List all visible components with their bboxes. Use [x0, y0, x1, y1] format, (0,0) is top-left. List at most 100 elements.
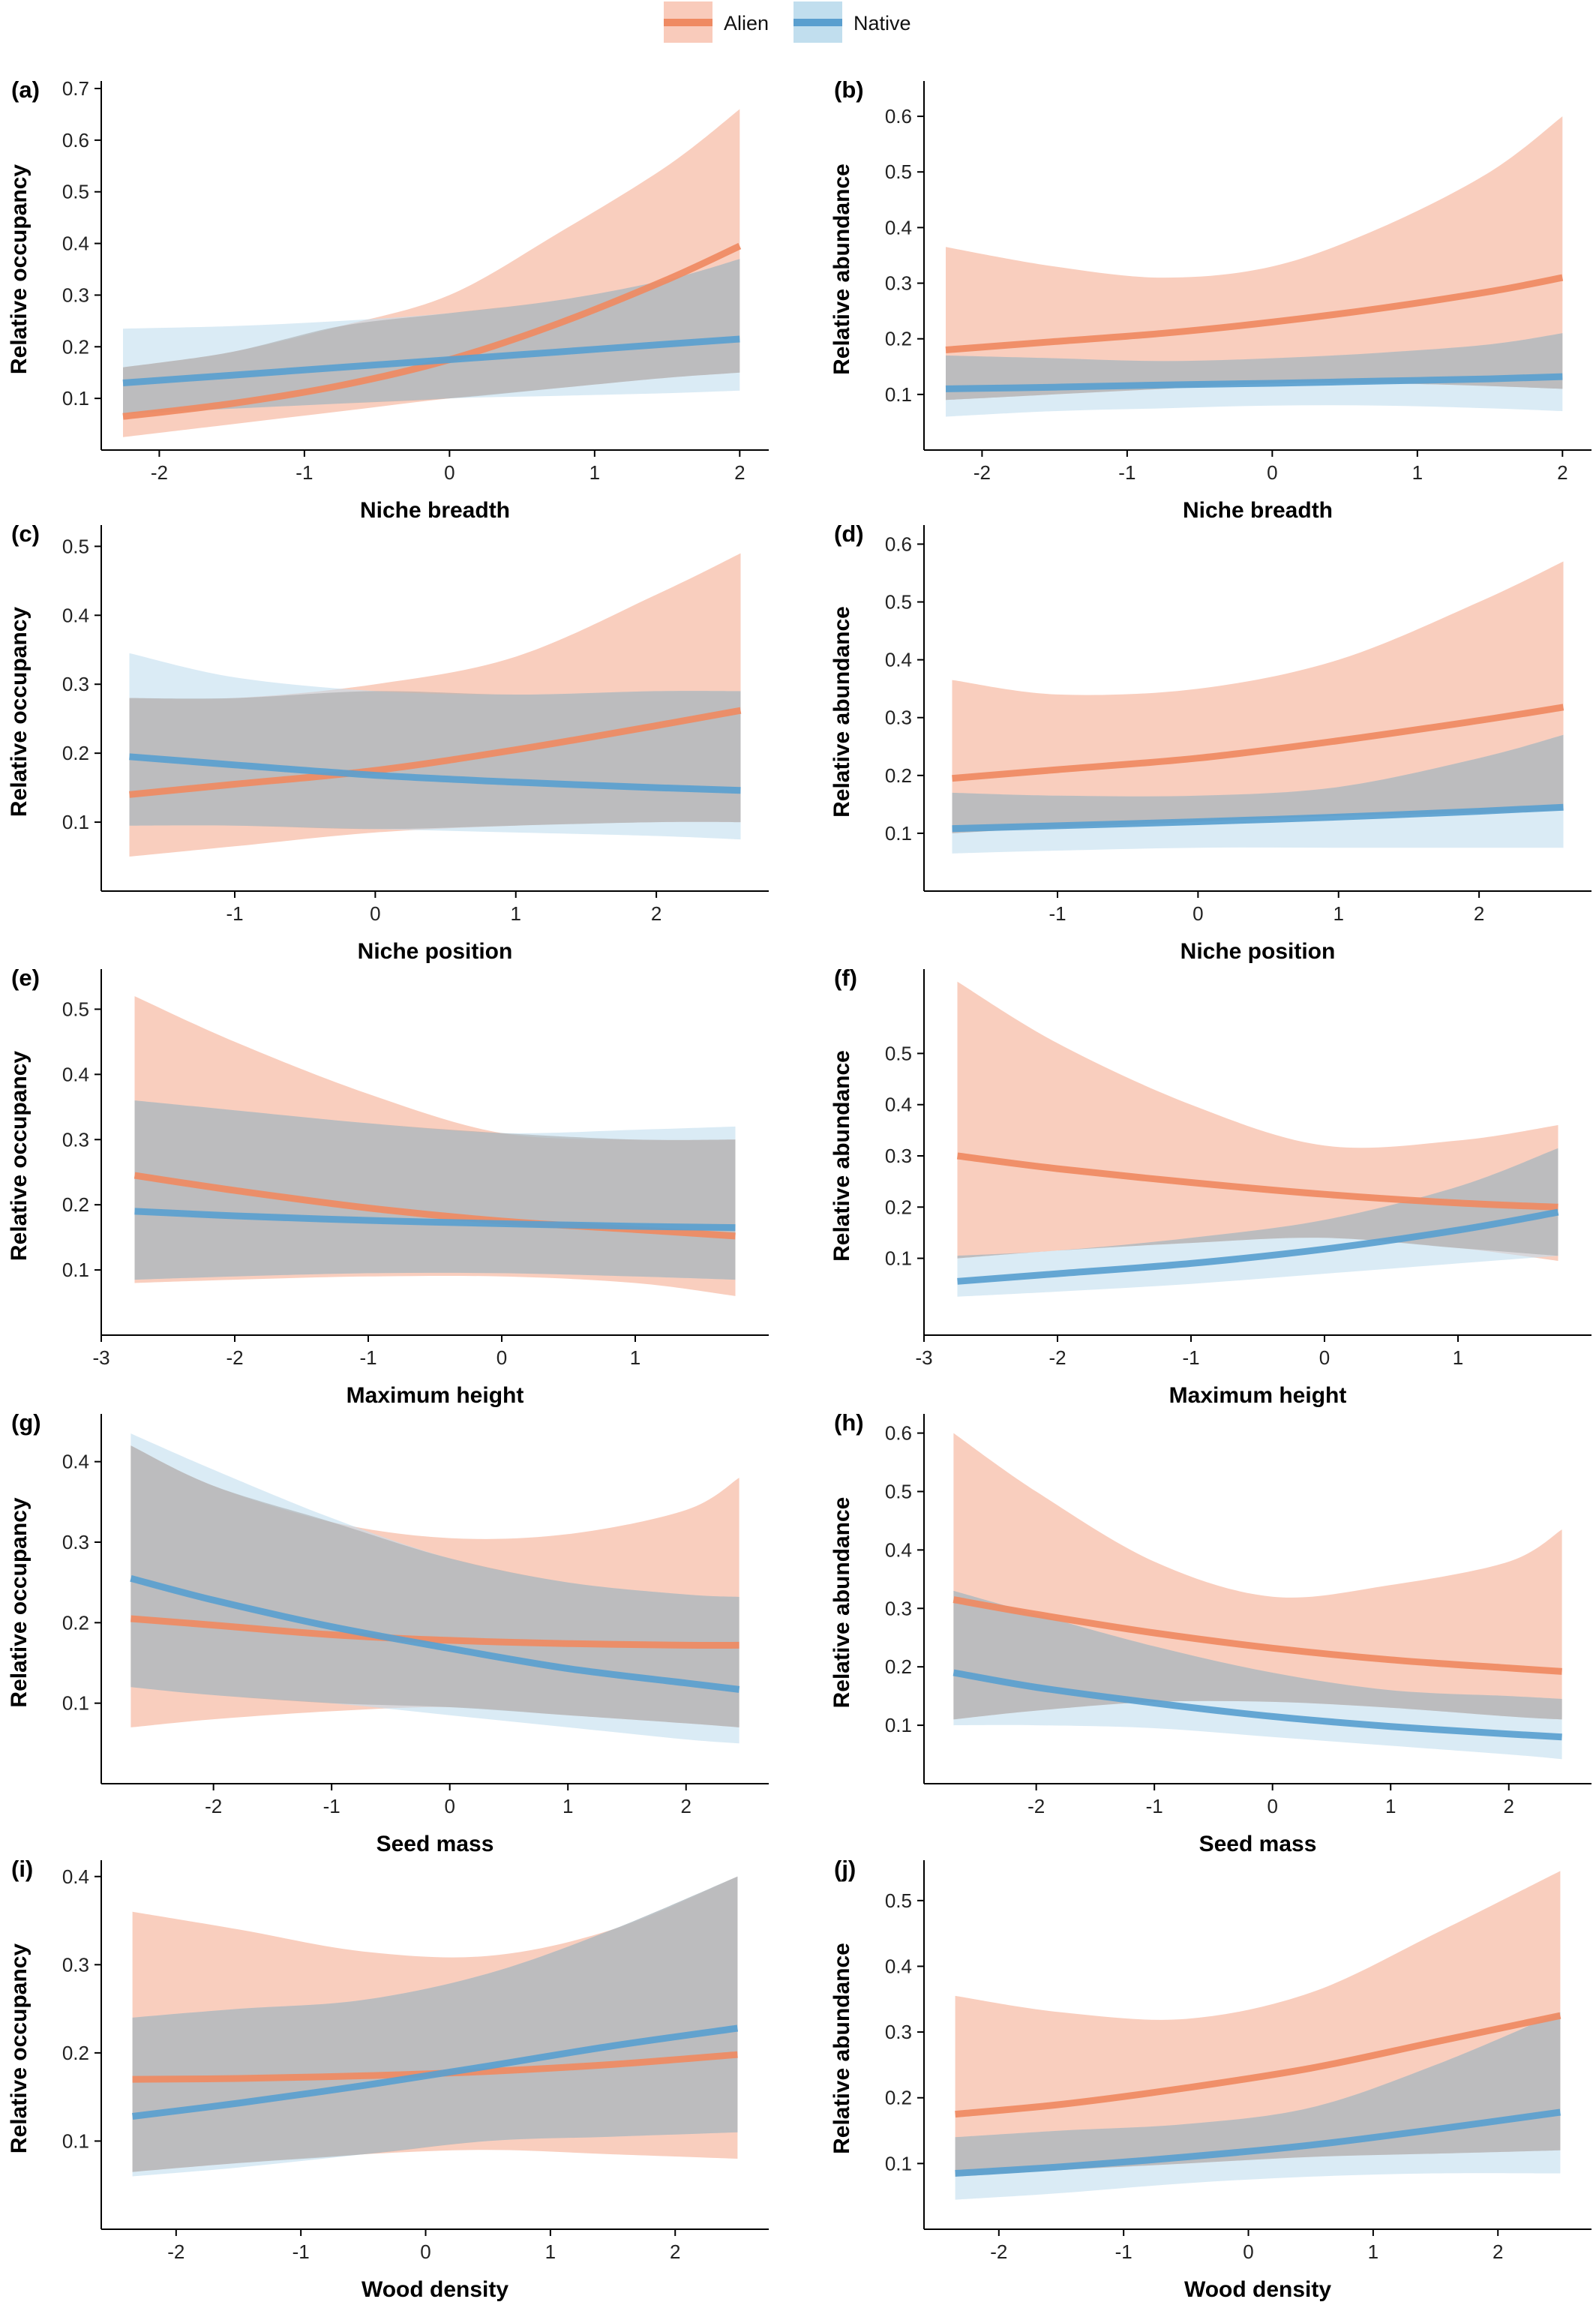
y-tick-label: 0.3: [885, 2021, 912, 2043]
y-axis-title: Relative abundance: [830, 1050, 854, 1262]
plot-area: [955, 1871, 1562, 2200]
x-tick-label: -1: [1048, 902, 1066, 925]
y-tick-label: 0.4: [885, 216, 912, 239]
panel-label: (h): [834, 1409, 864, 1436]
y-axis-title: Relative abundance: [830, 606, 854, 818]
band-overlap: [952, 734, 1564, 833]
band-overlap: [953, 1590, 1562, 1720]
y-tick-label: 0.1: [885, 383, 912, 406]
panel-label: (i): [11, 1856, 33, 1882]
x-tick-label: -3: [92, 1346, 110, 1369]
x-tick-label: -2: [974, 461, 991, 484]
y-tick-label: 0.4: [885, 649, 912, 671]
x-axis-title: Niche breadth: [360, 498, 510, 523]
series-line-alien: [956, 1152, 1558, 1211]
plot-area: [952, 1433, 1562, 1760]
y-axis-title: Relative abundance: [830, 1943, 854, 2154]
x-tick-label: 0: [496, 1346, 507, 1369]
x-axis-title: Niche breadth: [1183, 498, 1333, 523]
panel-label: (a): [11, 77, 40, 103]
x-tick-label: -1: [359, 1346, 376, 1369]
y-axis-title: Relative occupancy: [7, 164, 32, 374]
x-tick-label: 2: [1474, 902, 1484, 925]
y-tick-label: 0.1: [62, 1259, 89, 1281]
confidence-band-native: [957, 1148, 1558, 1297]
panel-label: (g): [11, 1409, 41, 1436]
x-tick-label: 0: [1243, 2240, 1253, 2263]
series-line-native: [130, 1574, 740, 1693]
series-line-native: [132, 2024, 739, 2120]
band-overlap: [130, 1445, 740, 1727]
x-tick-label: 0: [444, 1795, 454, 1817]
x-tick-label: 2: [1557, 461, 1568, 484]
x-tick-label: 0: [1192, 902, 1203, 925]
x-tick-label: 0: [370, 902, 380, 925]
y-tick-label: 0.3: [62, 1953, 89, 1976]
y-tick-label: 0.6: [885, 1422, 912, 1445]
x-tick-label: -1: [226, 902, 243, 925]
band-overlap: [134, 1100, 736, 1280]
y-tick-label: 0.3: [62, 1531, 89, 1553]
y-tick-label: 0.5: [885, 1889, 912, 1912]
y-tick-label: 0.1: [62, 811, 89, 833]
y-tick-label: 0.7: [62, 77, 89, 100]
y-tick-label: 0.2: [885, 328, 912, 350]
series-line-alien: [955, 2012, 1562, 2118]
x-tick-label: 1: [1368, 2240, 1378, 2263]
x-tick-label: 1: [1453, 1346, 1463, 1369]
x-tick-label: 2: [1492, 2240, 1503, 2263]
x-tick-label: -1: [1146, 1795, 1163, 1817]
panel-label: (b): [834, 77, 864, 103]
x-tick-label: -2: [167, 2240, 184, 2263]
x-tick-label: 2: [651, 902, 662, 925]
x-tick-label: -2: [226, 1346, 243, 1369]
y-tick-label: 0.2: [885, 2087, 912, 2109]
y-tick-label: 0.3: [885, 272, 912, 295]
x-axis-title: Seed mass: [376, 1832, 494, 1856]
plot-area: [122, 109, 742, 437]
y-tick-label: 0.6: [885, 105, 912, 128]
chart-panel-c: 0.1 0.2 0.3 0.4 0.5 -1 0 1 2 Niche position Relati…: [7, 521, 769, 964]
y-tick-label: 0.1: [62, 1692, 89, 1715]
x-tick-label: -2: [205, 1795, 222, 1817]
x-tick-label: -1: [296, 461, 313, 484]
y-tick-label: 0.2: [62, 742, 89, 764]
x-tick-label: -2: [990, 2240, 1007, 2263]
plot-area: [952, 561, 1564, 854]
y-tick-label: 0.3: [885, 1597, 912, 1619]
y-tick-label: 0.3: [62, 673, 89, 695]
series-line-alien: [945, 274, 1564, 353]
y-tick-label: 0.1: [62, 2129, 89, 2152]
panel-label: (j): [834, 1856, 856, 1882]
series-line-native: [952, 1669, 1562, 1741]
y-tick-label: 0.2: [62, 1193, 89, 1216]
series-line-alien: [952, 704, 1564, 782]
y-tick-label: 0.1: [885, 822, 912, 845]
y-tick-label: 0.5: [885, 1042, 912, 1064]
y-tick-label: 0.6: [885, 533, 912, 555]
y-tick-label: 0.2: [885, 764, 912, 787]
plot-area: [129, 553, 742, 857]
x-tick-label: 1: [1412, 461, 1423, 484]
x-tick-label: 1: [511, 902, 521, 925]
series-line-native: [945, 373, 1563, 392]
x-tick-label: -2: [1048, 1346, 1066, 1369]
y-axis-title: Relative occupancy: [7, 1051, 32, 1261]
panel-label: (f): [834, 965, 857, 991]
y-tick-label: 0.5: [885, 1480, 912, 1502]
x-tick-label: -2: [1028, 1795, 1045, 1817]
x-axis-title: Maximum height: [346, 1383, 524, 1408]
legend-label-native: Native: [854, 12, 911, 35]
chart-panel-h: 0.1 0.2 0.3 0.4 0.5 0.6 -2 -1 0 1 2 Seed mass Relati…: [830, 1409, 1592, 1856]
x-axis-title: Wood density: [1184, 2277, 1331, 2302]
y-tick-label: 0.5: [885, 591, 912, 614]
y-tick-label: 0.5: [885, 161, 912, 183]
y-tick-label: 0.2: [885, 1196, 912, 1218]
plot-area: [945, 116, 1564, 417]
band-overlap: [957, 1148, 1558, 1259]
x-axis-title: Wood density: [362, 2277, 508, 2302]
chart-panel-i: 0.1 0.2 0.3 0.4 -2 -1 0 1 2 Wood density Relative …: [7, 1856, 769, 2302]
x-tick-label: -1: [292, 2240, 310, 2263]
plot-area: [956, 981, 1559, 1297]
y-tick-label: 0.4: [62, 1063, 89, 1085]
